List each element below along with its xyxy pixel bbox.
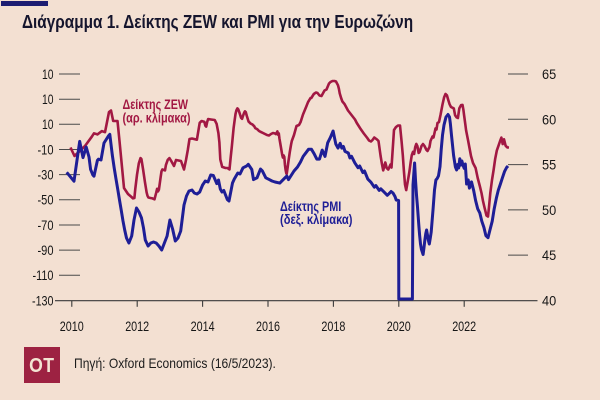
svg-text:(αρ. κλίμακα): (αρ. κλίμακα) — [123, 111, 191, 126]
svg-text:-130: -130 — [32, 293, 54, 308]
svg-text:2014: 2014 — [191, 319, 215, 334]
svg-text:10: 10 — [42, 117, 54, 132]
svg-text:-50: -50 — [38, 193, 54, 208]
svg-text:Δείκτης ZEW: Δείκτης ZEW — [123, 97, 189, 112]
svg-text:2018: 2018 — [321, 319, 345, 334]
svg-text:65: 65 — [542, 67, 556, 82]
svg-text:2010: 2010 — [60, 319, 84, 334]
svg-text:-10: -10 — [38, 142, 54, 157]
svg-text:10: 10 — [42, 67, 54, 82]
svg-text:2022: 2022 — [452, 319, 476, 334]
svg-text:2016: 2016 — [256, 319, 280, 334]
svg-text:-90: -90 — [38, 243, 54, 258]
svg-text:50: 50 — [542, 203, 556, 218]
svg-text:-70: -70 — [38, 218, 54, 233]
svg-text:(δεξ. κλίμακα): (δεξ. κλίμακα) — [280, 212, 353, 227]
svg-text:10: 10 — [42, 92, 54, 107]
svg-text:40: 40 — [542, 293, 556, 308]
svg-text:Δείκτης PMI: Δείκτης PMI — [280, 199, 341, 214]
svg-text:2020: 2020 — [387, 319, 411, 334]
svg-text:-110: -110 — [33, 268, 54, 283]
svg-text:55: 55 — [542, 158, 556, 173]
svg-text:-30: -30 — [38, 168, 54, 183]
svg-text:45: 45 — [542, 248, 556, 263]
svg-text:60: 60 — [542, 112, 556, 127]
svg-text:2012: 2012 — [125, 319, 149, 334]
